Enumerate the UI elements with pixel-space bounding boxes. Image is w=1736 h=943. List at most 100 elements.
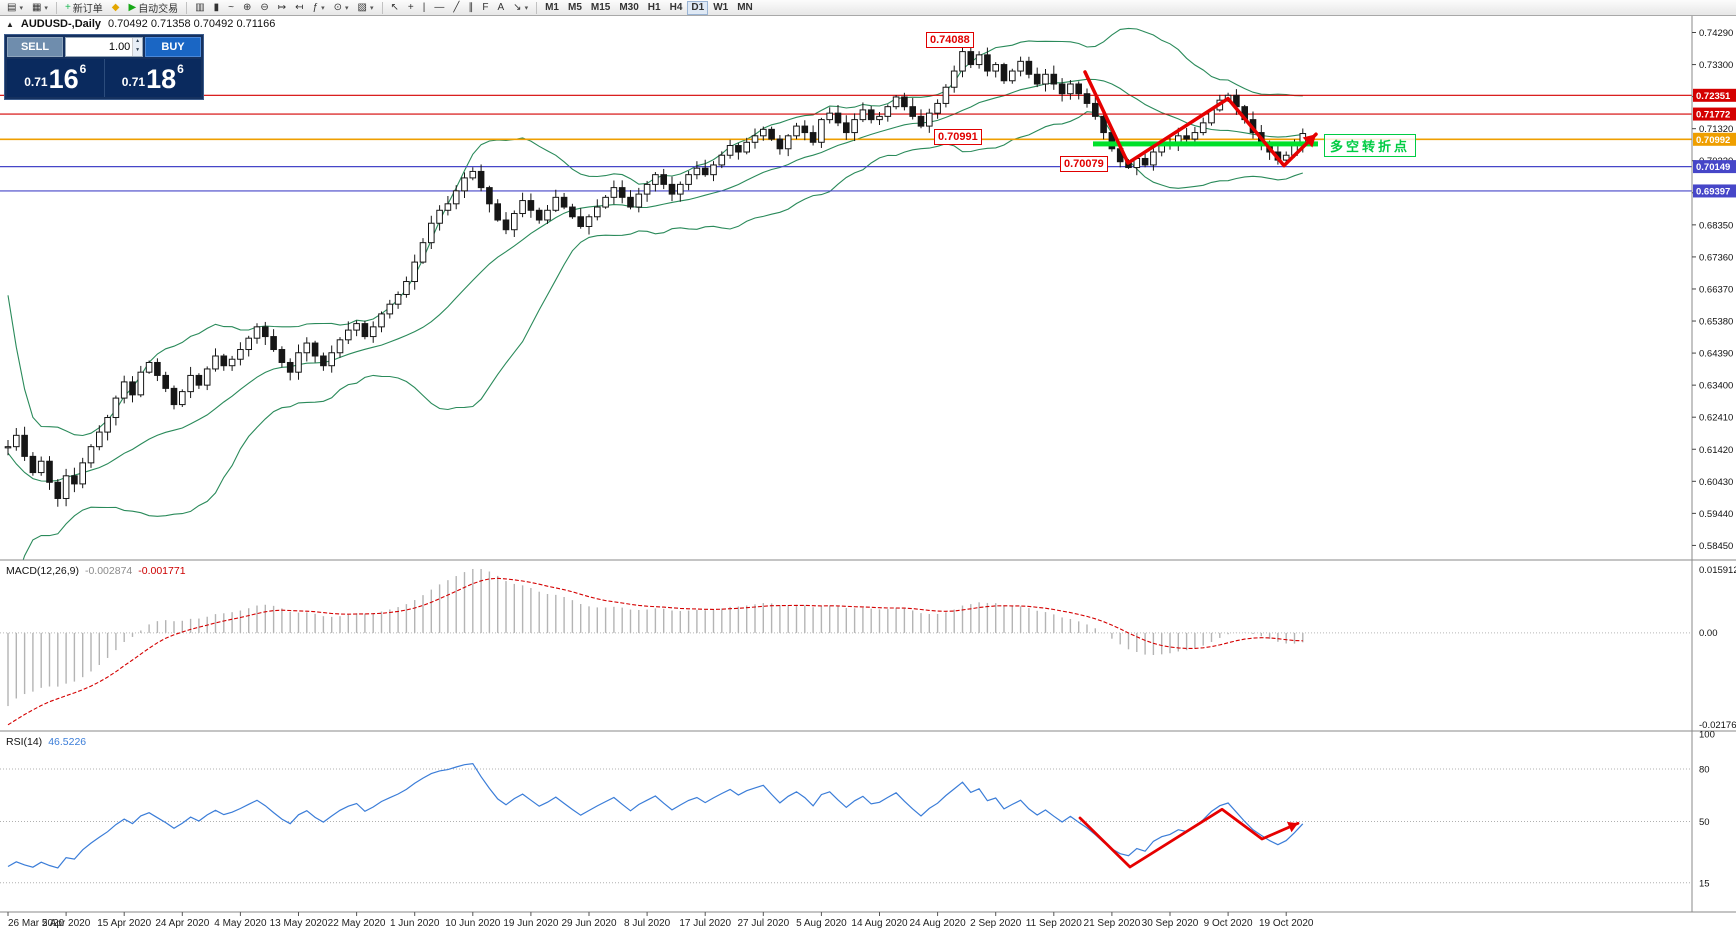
channel-button[interactable]: ∥ [464, 1, 477, 15]
timeframe-h4[interactable]: H4 [666, 1, 687, 15]
templates-button[interactable]: ▧ ▾ [354, 1, 378, 15]
timeframe-w1[interactable]: W1 [709, 1, 732, 15]
collapse-triangle-icon[interactable]: ▲ [6, 19, 14, 29]
sell-price-big-digits: 16 [48, 64, 79, 94]
price-badge [1693, 107, 1736, 121]
buy-button[interactable]: BUY [145, 37, 201, 57]
svg-text:27 Jul 2020: 27 Jul 2020 [737, 918, 789, 929]
svg-text:5 Aug 2020: 5 Aug 2020 [796, 918, 847, 929]
symbol-name-label: AUDUSD-,Daily [20, 18, 101, 30]
timeframe-mn[interactable]: MN [733, 1, 757, 15]
price-callout-label[interactable]: 0.70079 [1060, 156, 1108, 172]
rsi-line [7, 762, 1304, 869]
sell-button[interactable]: SELL [7, 37, 63, 57]
profiles-button[interactable]: ▦ ▾ [28, 1, 52, 15]
autotrading-button[interactable]: ▶ 自动交易 [124, 1, 182, 16]
zoom-out-icon: ⊖ [260, 1, 269, 13]
buy-price[interactable]: 0.71 18 6 [103, 59, 202, 97]
auto-scroll-button[interactable]: ↦ [274, 1, 290, 15]
svg-text:5 Apr 2020: 5 Apr 2020 [42, 918, 91, 929]
zoom-in-icon: ⊕ [243, 1, 252, 13]
arrow-objects-button[interactable]: ↘ ▾ [509, 1, 532, 15]
candlestick-chart-button[interactable]: ▮ [210, 1, 224, 15]
templates-icon: ▧ [357, 1, 367, 13]
timeframe-w1-label: W1 [713, 2, 729, 13]
svg-text:10 Jun 2020: 10 Jun 2020 [445, 918, 500, 929]
dropdown-arrow-icon: ▾ [321, 4, 325, 12]
crosshair-button[interactable]: + [404, 1, 418, 15]
new-chart-button[interactable]: ▤ ▾ [3, 1, 27, 15]
svg-text:22 May 2020: 22 May 2020 [328, 918, 386, 929]
trend-zigzag-arrow[interactable] [1083, 70, 1318, 168]
bollinger-lower-band [22, 111, 1303, 560]
vertical-line-button[interactable]: | [419, 1, 430, 15]
price-callout-label[interactable]: 0.74088 [926, 32, 974, 48]
timeframe-m1[interactable]: M1 [541, 1, 563, 15]
crosshair-icon: + [407, 1, 414, 13]
svg-text:0.00: 0.00 [1699, 628, 1718, 639]
chart-shift-button[interactable]: ↤ [291, 1, 307, 15]
bar-chart-button[interactable]: ▥ [191, 1, 208, 15]
svg-text:9 Oct 2020: 9 Oct 2020 [1204, 918, 1253, 929]
svg-text:100: 100 [1699, 730, 1715, 741]
new-order-button[interactable]: + 新订单 [61, 1, 107, 16]
indicators-button[interactable]: ƒ ▾ [309, 1, 329, 15]
svg-text:19 Jun 2020: 19 Jun 2020 [503, 918, 558, 929]
svg-text:0.70992: 0.70992 [1696, 135, 1730, 146]
svg-text:0.61420: 0.61420 [1699, 445, 1733, 456]
svg-text:24 Aug 2020: 24 Aug 2020 [910, 918, 967, 929]
dropdown-arrow-icon: ▾ [524, 4, 529, 12]
arrow-objects-icon: ↘ [513, 1, 522, 13]
chart-canvas[interactable]: 0.742900.733000.723100.713200.703300.693… [0, 16, 1736, 943]
price-axis[interactable]: 0.742900.733000.723100.713200.703300.693… [1692, 28, 1736, 889]
svg-text:19 Oct 2020: 19 Oct 2020 [1259, 918, 1314, 929]
timeframe-h1[interactable]: H1 [644, 1, 665, 15]
sell-price-prefix: 0.71 [24, 75, 48, 89]
timeframe-m15[interactable]: M15 [587, 1, 614, 15]
svg-text:15: 15 [1699, 878, 1710, 889]
auto-scroll-icon: ↦ [277, 1, 287, 13]
timeframe-m5[interactable]: M5 [564, 1, 586, 15]
chart-window[interactable]: 0.742900.733000.723100.713200.703300.693… [0, 16, 1736, 943]
volume-input[interactable] [66, 38, 133, 56]
dropdown-arrow-icon: ▾ [345, 4, 349, 12]
timeframe-m30-label: M30 [619, 2, 639, 13]
timeframe-m30[interactable]: M30 [615, 1, 642, 15]
trendline-button[interactable]: ╱ [449, 1, 463, 15]
svg-text:-0.021768: -0.021768 [1699, 720, 1736, 731]
timeframe-d1-label: D1 [691, 2, 705, 13]
turning-point-label[interactable]: 多空转折点 [1324, 134, 1417, 157]
svg-text:0.71772: 0.71772 [1696, 110, 1730, 121]
text-label-button[interactable]: A [494, 1, 509, 15]
cursor-button[interactable]: ↖ [387, 1, 403, 15]
svg-text:2 Sep 2020: 2 Sep 2020 [970, 918, 1022, 929]
svg-text:0.64390: 0.64390 [1699, 349, 1733, 360]
metaeditor-button[interactable]: ◆ [108, 1, 124, 15]
price-callout-label[interactable]: 0.70991 [934, 129, 982, 145]
macd-signal-value: -0.001771 [138, 565, 186, 577]
buy-price-pipette: 6 [177, 62, 184, 76]
zoom-out-button[interactable]: ⊖ [256, 1, 272, 15]
support-zone-line[interactable] [1093, 141, 1318, 147]
line-chart-button[interactable]: ~ [224, 1, 238, 15]
periods-button[interactable]: ⊙ ▾ [330, 1, 353, 15]
trendline-icon: ╱ [453, 1, 460, 13]
volume-up-icon[interactable]: ▲ [133, 38, 142, 47]
svg-text:0.73300: 0.73300 [1699, 60, 1733, 71]
rsi-zigzag-arrow[interactable] [1078, 807, 1300, 869]
timeframe-d1[interactable]: D1 [687, 0, 709, 15]
svg-text:4 May 2020: 4 May 2020 [214, 918, 267, 929]
text-label-icon: A [497, 1, 505, 13]
autotrading-button-label: 自动交易 [138, 4, 179, 15]
sell-price[interactable]: 0.71 16 6 [7, 59, 104, 97]
fibonacci-button[interactable]: F [478, 1, 492, 15]
new-chart-icon: ▤ [7, 1, 17, 13]
horizontal-line-button[interactable]: — [430, 1, 448, 15]
toolbar-separator [536, 1, 538, 14]
volume-down-icon[interactable]: ▼ [133, 47, 142, 56]
zoom-in-button[interactable]: ⊕ [239, 1, 255, 15]
buy-price-prefix: 0.71 [121, 75, 146, 89]
price-badge [1693, 184, 1736, 198]
